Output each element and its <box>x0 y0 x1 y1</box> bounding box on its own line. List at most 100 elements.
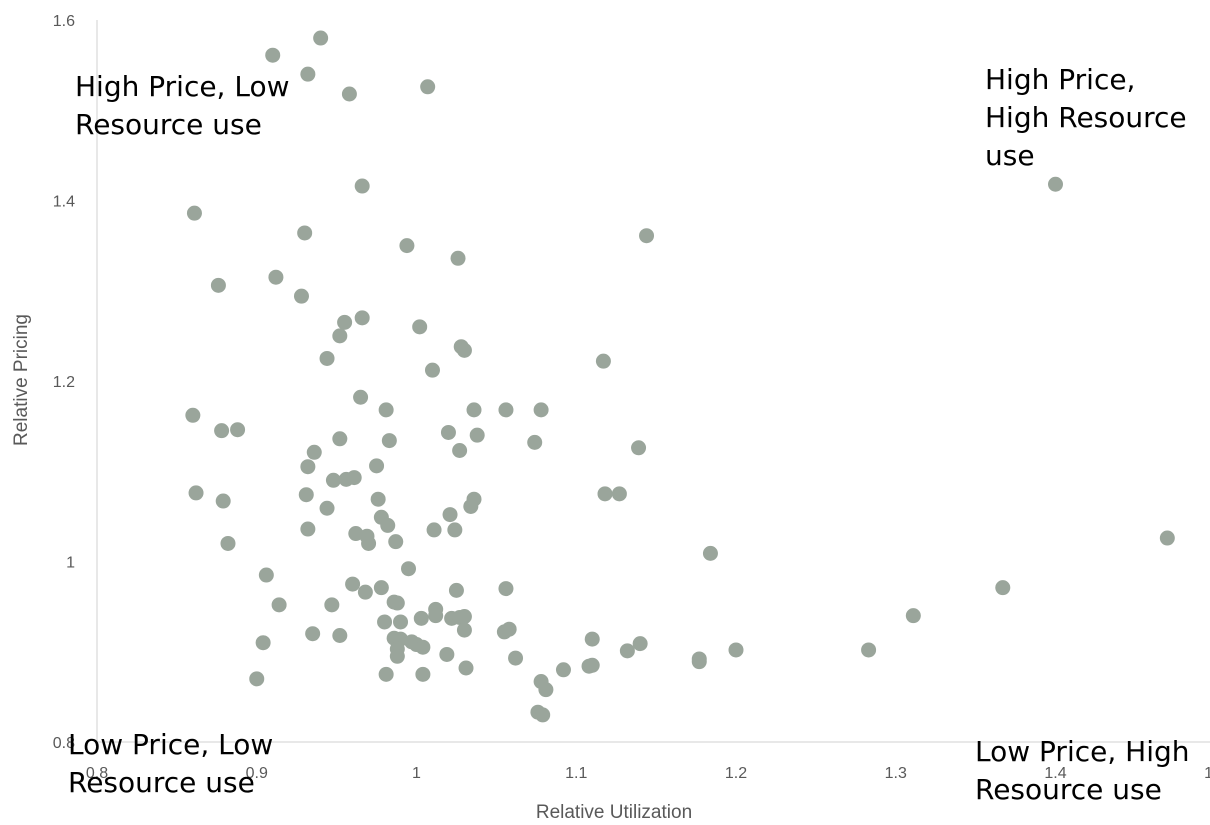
data-point <box>380 517 396 533</box>
data-point <box>377 614 393 630</box>
y-axis-title: Relative Pricing <box>11 314 32 446</box>
data-point <box>353 389 369 405</box>
data-point <box>538 682 554 698</box>
data-point <box>428 608 444 624</box>
data-point <box>306 444 322 460</box>
data-point <box>415 666 431 682</box>
data-point <box>426 522 442 538</box>
x-axis-title: Relative Utilization <box>536 802 692 823</box>
data-point <box>265 47 281 63</box>
data-point <box>348 526 364 542</box>
data-point <box>293 288 309 304</box>
data-point <box>249 671 265 687</box>
data-point <box>611 486 627 502</box>
data-point <box>413 610 429 626</box>
y-tick-label: 1.2 <box>53 374 75 391</box>
data-point <box>439 646 455 662</box>
data-point <box>354 178 370 194</box>
x-tick-label: 0.9 <box>246 765 268 782</box>
data-point <box>555 662 571 678</box>
data-point <box>447 522 463 538</box>
data-point <box>220 535 236 551</box>
data-point <box>420 79 436 95</box>
data-point <box>415 639 431 655</box>
data-point <box>300 521 316 537</box>
data-point <box>300 66 316 82</box>
data-point <box>632 636 648 652</box>
data-point <box>389 595 405 611</box>
data-point <box>619 643 635 659</box>
data-point <box>332 431 348 447</box>
data-point <box>345 576 361 592</box>
data-point <box>533 402 549 418</box>
data-point <box>268 269 284 285</box>
data-point <box>442 507 458 523</box>
data-point <box>210 277 226 293</box>
data-point <box>702 545 718 561</box>
data-point <box>393 614 409 630</box>
data-point <box>186 205 202 221</box>
data-point <box>370 491 386 507</box>
data-point <box>440 424 456 440</box>
data-point <box>373 580 389 596</box>
data-point <box>995 580 1011 596</box>
data-point <box>905 608 921 624</box>
data-point <box>354 310 370 326</box>
data-point <box>728 642 744 658</box>
quadrant-label-top-right: High Price, High Resource use <box>985 63 1187 172</box>
data-point <box>1159 530 1175 546</box>
data-point <box>861 642 877 658</box>
data-point <box>424 362 440 378</box>
x-tick-label: 0.8 <box>86 765 108 782</box>
data-point <box>456 342 472 358</box>
data-point <box>324 597 340 613</box>
y-tick-label: 1 <box>66 555 75 572</box>
data-point <box>378 666 394 682</box>
data-point <box>691 651 707 667</box>
quadrant-label-bottom-left: Low Price, Low Resource use <box>68 728 274 799</box>
quadrant-label-bottom-right: Low Price, High Resource use <box>975 735 1190 806</box>
data-point <box>401 561 417 577</box>
data-point <box>215 493 231 509</box>
data-point <box>332 628 348 644</box>
data-point <box>456 622 472 638</box>
data-point <box>325 472 341 488</box>
data-points <box>185 30 1175 723</box>
data-point <box>469 427 485 443</box>
x-tick-label: 1.5 <box>1204 765 1210 782</box>
data-point <box>185 407 201 423</box>
data-point <box>378 402 394 418</box>
data-point <box>188 485 204 501</box>
data-point <box>369 458 385 474</box>
data-point <box>271 597 287 613</box>
data-point <box>298 487 314 503</box>
x-axis-ticks: 0.80.911.11.21.31.41.51.6 <box>86 765 1210 782</box>
x-tick-label: 1.1 <box>565 765 587 782</box>
data-point <box>448 582 464 598</box>
data-point <box>297 225 313 241</box>
data-point <box>584 631 600 647</box>
data-point <box>639 228 655 244</box>
data-point <box>357 584 373 600</box>
data-point <box>214 423 230 439</box>
data-point <box>337 314 353 330</box>
data-point <box>508 650 524 666</box>
data-point <box>255 635 271 651</box>
data-point <box>535 707 551 723</box>
x-tick-label: 1.3 <box>885 765 907 782</box>
data-point <box>313 30 329 46</box>
data-point <box>466 402 482 418</box>
x-tick-label: 1.4 <box>1044 765 1066 782</box>
data-point <box>305 626 321 642</box>
data-point <box>456 609 472 625</box>
data-point <box>452 442 468 458</box>
data-point <box>527 434 543 450</box>
data-point <box>341 86 357 102</box>
data-point <box>450 250 466 266</box>
data-point <box>332 328 348 344</box>
data-point <box>388 534 404 550</box>
y-tick-label: 0.8 <box>53 735 75 752</box>
data-point <box>595 353 611 369</box>
data-point <box>498 402 514 418</box>
x-tick-label: 1 <box>412 765 421 782</box>
